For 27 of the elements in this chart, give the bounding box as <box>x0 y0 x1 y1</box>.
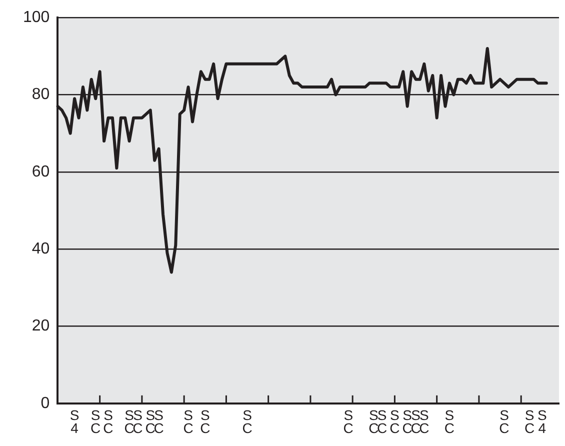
x-tick-label: S C <box>419 406 430 436</box>
x-tick-label: S C <box>154 406 164 436</box>
y-tick-label: 40 <box>32 240 50 258</box>
x-tick-label: S C <box>402 406 412 436</box>
y-tick-label: 20 <box>32 318 50 335</box>
x-tick-label: S C <box>343 406 354 436</box>
x-tick-label: S C <box>499 406 510 436</box>
x-tick-label: S C <box>200 406 210 436</box>
x-tick-label: S C <box>124 406 134 436</box>
x-tick-label: S C <box>444 406 455 436</box>
x-tick-label: S C <box>410 406 421 436</box>
x-tick-label: S C <box>390 406 400 436</box>
y-tick-label: 80 <box>32 86 50 104</box>
x-tick-label: S 4 <box>537 406 547 436</box>
x-tick-label: S C <box>90 406 101 436</box>
x-tick-label: S C <box>242 406 252 436</box>
y-tick-label: 100 <box>22 9 50 26</box>
x-tick-label: S C <box>103 406 114 436</box>
x-tick-label: S C <box>132 406 143 436</box>
x-tick-label: S C <box>183 406 194 436</box>
x-tick-label: S C <box>524 406 535 436</box>
x-tick-label: S C <box>368 406 379 436</box>
x-tick-label: S C <box>145 406 156 436</box>
y-tick-label: 60 <box>32 163 50 180</box>
y-tick-label: 0 <box>40 394 50 412</box>
x-tick-label: S C <box>377 406 388 436</box>
x-tick-label: S 4 <box>70 406 80 436</box>
